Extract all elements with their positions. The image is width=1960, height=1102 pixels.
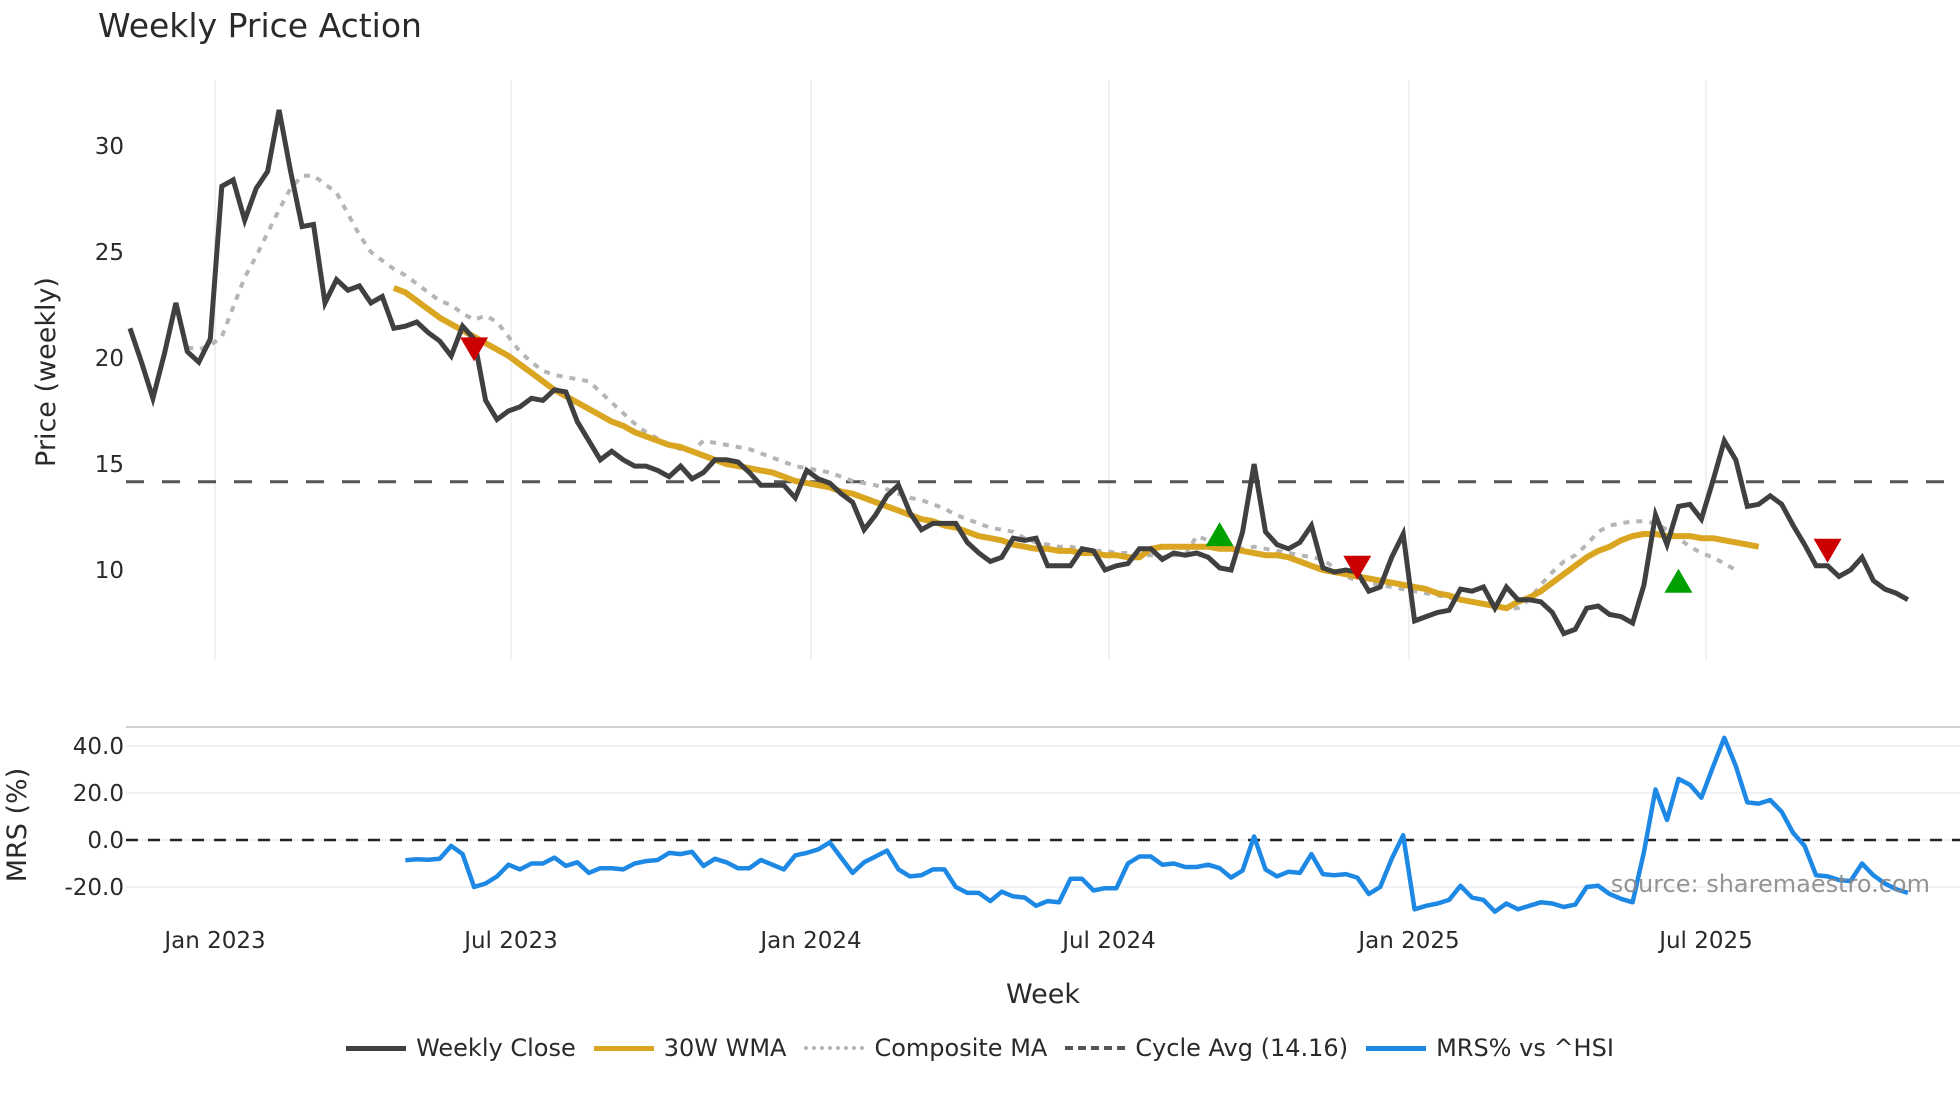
weekly-close-line: [127, 109, 1910, 637]
sell-signal-icon: [1813, 538, 1842, 563]
legend-item-weekly-close[interactable]: Weekly Close: [346, 1034, 576, 1062]
legend-swatch-composite-icon: [804, 1046, 865, 1050]
mrs-y-tick-label: -20.0: [64, 875, 124, 901]
legend: Weekly Close 30W WMA Composite MA Cycle …: [0, 1034, 1960, 1062]
sell-signal-icon: [460, 337, 489, 362]
x-tick-label: Jul 2024: [1060, 928, 1156, 954]
chart-title: Weekly Price Action: [98, 6, 422, 45]
mrs-y-tick-label: 20.0: [73, 781, 124, 807]
composite-ma-line: [186, 173, 1737, 611]
legend-label: Cycle Avg (14.16): [1135, 1034, 1349, 1062]
legend-swatch-wma-icon: [593, 1045, 654, 1051]
wma-30w-line: [392, 285, 1760, 612]
mrs-y-tick-label: 40.0: [73, 734, 124, 760]
legend-swatch-close-icon: [346, 1045, 407, 1051]
mrs-y-tick-label: 0.0: [87, 828, 124, 854]
legend-swatch-cycle-icon: [1065, 1046, 1126, 1050]
x-tick-label: Jul 2025: [1657, 928, 1753, 954]
y-tick-label: 10: [95, 558, 124, 584]
legend-label: 30W WMA: [663, 1034, 787, 1062]
y-tick-label: 30: [95, 134, 124, 160]
legend-label: Weekly Close: [416, 1034, 576, 1062]
mrs-y-axis-label: MRS (%): [2, 768, 33, 883]
x-axis-label: Week: [1006, 979, 1080, 1010]
y-tick-label: 25: [95, 240, 124, 266]
y-axis-label: Price (weekly): [31, 277, 62, 467]
legend-label: Composite MA: [874, 1034, 1048, 1062]
y-tick-label: 15: [95, 452, 124, 478]
legend-item-30w-wma[interactable]: 30W WMA: [593, 1034, 787, 1062]
buy-signal-icon: [1205, 522, 1234, 547]
watermark: source: sharemaestro.com: [1611, 870, 1930, 898]
x-tick-label: Jan 2023: [162, 928, 265, 954]
buy-signal-icon: [1664, 568, 1693, 593]
mrs-line: [405, 735, 1909, 914]
legend-item-cycle-avg[interactable]: Cycle Avg (14.16): [1065, 1034, 1348, 1062]
legend-item-mrs[interactable]: MRS% vs ^HSI: [1366, 1034, 1614, 1062]
legend-swatch-mrs-icon: [1366, 1045, 1427, 1051]
x-tick-label: Jan 2025: [1356, 928, 1459, 954]
legend-item-composite-ma[interactable]: Composite MA: [804, 1034, 1047, 1062]
x-tick-label: Jul 2023: [462, 928, 558, 954]
y-tick-label: 20: [95, 346, 124, 372]
x-tick-label: Jan 2024: [758, 928, 861, 954]
sell-signal-icon: [1343, 555, 1372, 580]
legend-label: MRS% vs ^HSI: [1436, 1034, 1614, 1062]
